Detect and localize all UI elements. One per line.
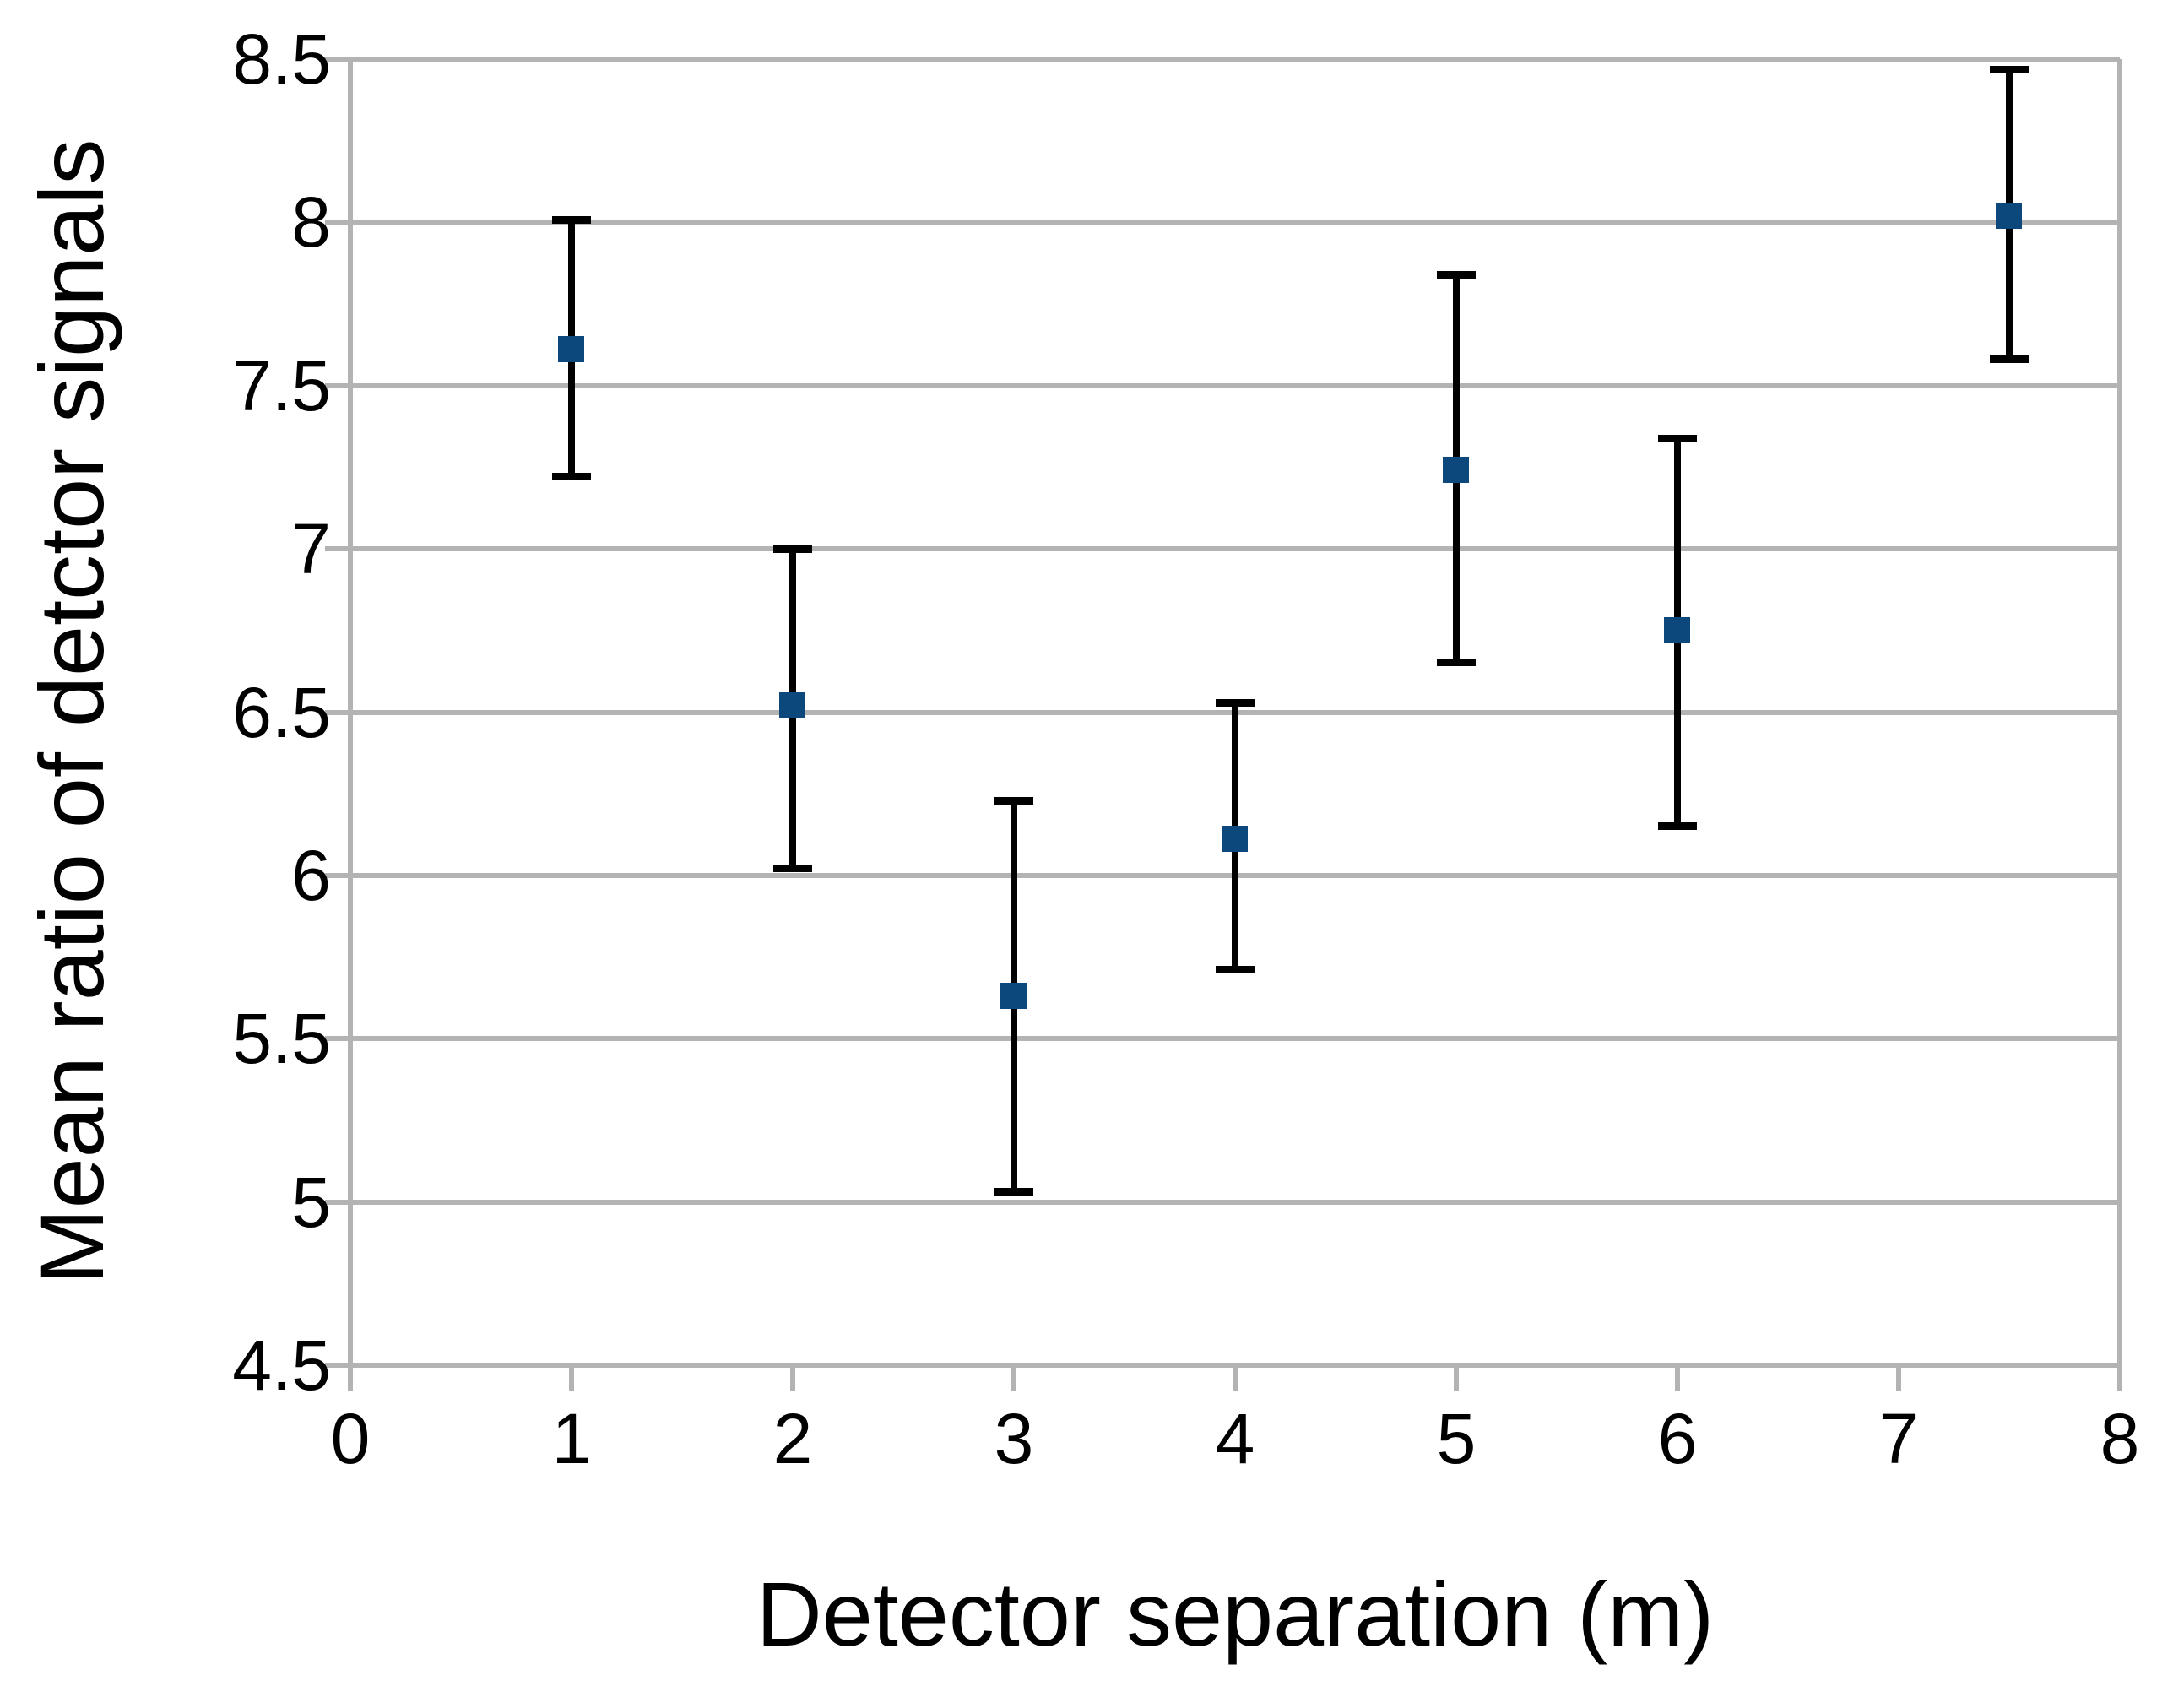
error-bar-bottom-cap	[1658, 821, 1697, 830]
x-tick-label: 7	[1878, 1399, 1919, 1478]
x-tick-label: 5	[1436, 1399, 1477, 1478]
x-tick-label: 1	[551, 1399, 592, 1478]
y-tick-label: 4.5	[232, 1326, 331, 1405]
y-tick-label: 6	[291, 835, 331, 915]
y-tick-label: 6.5	[232, 672, 331, 752]
error-bar-bottom-cap	[1216, 966, 1255, 974]
x-tick-label: 6	[1657, 1399, 1698, 1478]
data-point-marker	[1000, 982, 1027, 1009]
y-tick-label: 7	[291, 509, 331, 589]
x-tick	[1454, 1365, 1459, 1391]
error-bar-top-cap	[1990, 65, 2029, 73]
y-gridline	[325, 220, 2120, 225]
error-bar-bottom-cap	[1437, 659, 1476, 667]
x-tick-label: 8	[2100, 1399, 2140, 1478]
x-tick	[1896, 1365, 1901, 1391]
data-point-marker	[1443, 457, 1469, 484]
data-point-marker	[1996, 202, 2022, 229]
y-gridline	[325, 57, 2120, 62]
y-axis-title: Mean ratio of detctor signals	[20, 138, 122, 1285]
error-bar-bottom-cap	[1990, 355, 2029, 363]
y-gridline	[325, 546, 2120, 552]
y-gridline	[325, 382, 2120, 388]
error-bar-bottom-cap	[552, 473, 591, 481]
y-gridline	[325, 709, 2120, 715]
x-tick	[790, 1365, 795, 1391]
y-tick-label: 8	[291, 182, 331, 263]
x-tick	[2117, 1365, 2122, 1391]
error-bar-bottom-cap	[994, 1188, 1033, 1196]
data-point-marker	[1664, 616, 1690, 643]
error-bar-top-cap	[1216, 698, 1255, 707]
error-bar-top-cap	[994, 796, 1033, 805]
x-tick-label: 4	[1215, 1399, 1255, 1478]
y-gridline	[325, 872, 2120, 878]
x-axis-title: Detector separation (m)	[756, 1563, 1715, 1665]
data-point-marker	[779, 691, 805, 718]
y-tick-label: 5.5	[232, 999, 331, 1079]
x-tick	[569, 1365, 574, 1391]
y-gridline	[325, 1363, 2120, 1368]
x-tick	[1675, 1365, 1680, 1391]
error-bar-top-cap	[773, 545, 812, 554]
x-tick-label: 2	[772, 1399, 813, 1478]
error-bar-bottom-cap	[773, 865, 812, 873]
y-tick-label: 7.5	[232, 345, 331, 426]
y-gridline	[325, 1199, 2120, 1205]
x-tick	[1011, 1365, 1016, 1391]
y-tick-label: 5	[291, 1162, 331, 1242]
right-border-line	[2117, 59, 2122, 1391]
error-bar-top-cap	[552, 215, 591, 224]
y-tick-label: 8.5	[232, 19, 331, 99]
x-tick	[348, 1365, 353, 1391]
x-tick-label: 3	[994, 1399, 1034, 1478]
x-tick-label: 0	[330, 1399, 371, 1478]
y-axis-line	[348, 59, 353, 1391]
data-point-marker	[558, 336, 584, 363]
data-point-marker	[1222, 826, 1248, 853]
error-bar-top-cap	[1658, 434, 1697, 442]
y-gridline	[325, 1036, 2120, 1042]
error-bar-top-cap	[1437, 271, 1476, 279]
x-tick	[1233, 1365, 1238, 1391]
